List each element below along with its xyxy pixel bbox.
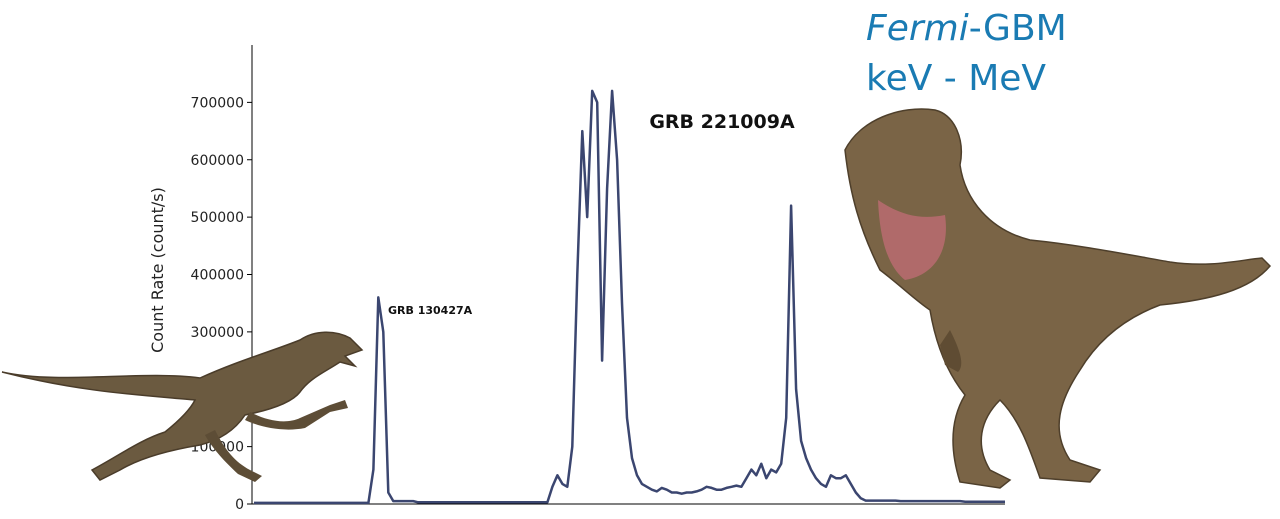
- y-tick-label: 700000: [191, 95, 244, 111]
- y-tick-label: 500000: [191, 210, 244, 226]
- axes: 0100000200000300000400000500000600000700…: [191, 45, 1005, 513]
- annotation: GRB 221009A: [649, 111, 795, 133]
- instrument-rest: -GBM: [969, 8, 1067, 49]
- annotation: GRB 130427A: [388, 304, 473, 317]
- light-curve: [254, 89, 1005, 505]
- y-tick-label: 0: [235, 497, 244, 513]
- raptor-image: [1, 331, 364, 482]
- trex-image: [844, 108, 1272, 489]
- y-tick-label: 400000: [191, 268, 244, 284]
- y-tick-label: 600000: [191, 153, 244, 169]
- plot: [254, 89, 1005, 505]
- instrument-italic: Fermi: [866, 8, 969, 49]
- energy-label: keV - MeV: [866, 58, 1046, 99]
- instrument-label: Fermi-GBM: [866, 8, 1067, 49]
- y-tick-label: 300000: [191, 325, 244, 341]
- y-axis-label: Count Rate (count/s): [148, 187, 167, 353]
